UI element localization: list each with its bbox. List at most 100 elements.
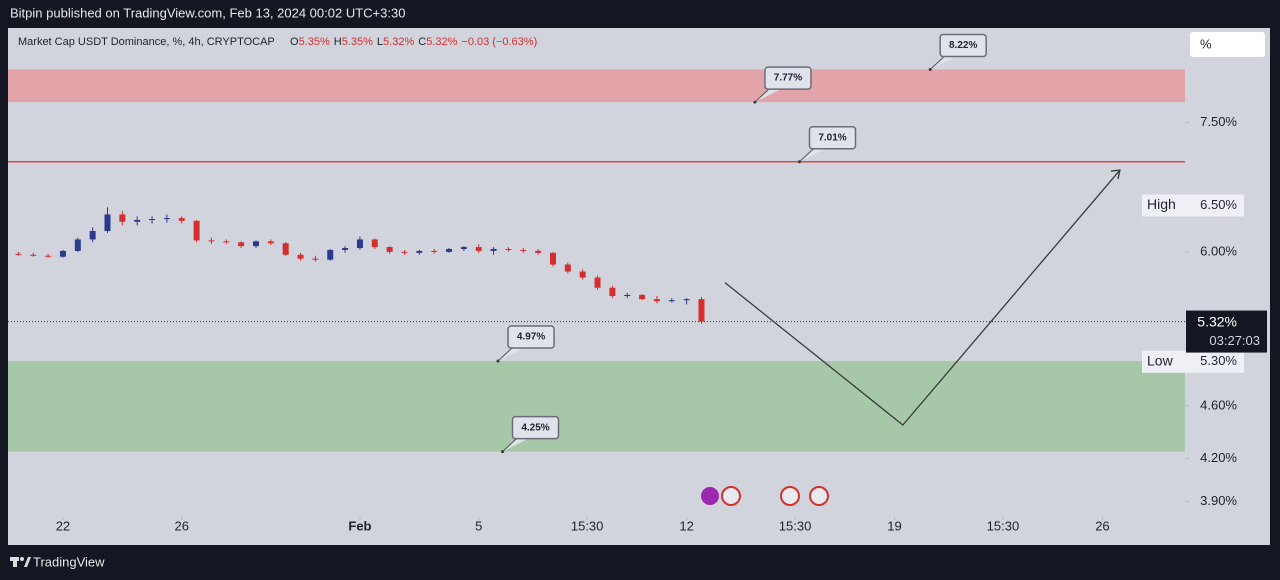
x-tick-label: 15:30: [571, 518, 604, 533]
candle-body: [45, 255, 52, 257]
candle-body: [653, 299, 660, 302]
x-tick-label: 22: [56, 518, 70, 533]
footer: TradingView: [33, 554, 105, 569]
candle-body: [564, 264, 571, 272]
candle-body: [15, 253, 22, 255]
countdown: 03:27:03: [1209, 333, 1260, 348]
legend-value: 5.35%: [342, 36, 373, 48]
marker-box: [1142, 194, 1244, 217]
candle-body: [549, 252, 556, 265]
candle-body: [327, 249, 334, 260]
candle-body: [520, 249, 527, 251]
candle-body: [208, 240, 215, 242]
candle-body: [30, 254, 37, 256]
candle-body: [342, 248, 349, 250]
annotation-label: 4.25%: [521, 422, 549, 433]
tv-logo: [10, 557, 31, 567]
annotation-box: [939, 33, 987, 58]
candle-body: [475, 247, 482, 251]
candle-body: [505, 248, 512, 250]
legend-change: −0.03 (−0.63%): [461, 36, 537, 48]
candle-body: [683, 299, 690, 301]
legend-key: O: [290, 36, 299, 48]
candle-body: [134, 219, 141, 222]
y-tick-label: 3.90%: [1200, 493, 1237, 508]
candle-body: [149, 219, 156, 221]
x-tick-label: 15:30: [779, 518, 812, 533]
zone: [8, 361, 1185, 452]
candle-body: [371, 239, 378, 248]
candle-body: [579, 271, 586, 278]
candle-body: [639, 294, 646, 300]
candle-body: [416, 250, 423, 253]
x-tick-label: 26: [175, 518, 189, 533]
candle-body: [535, 250, 542, 253]
candle-body: [59, 250, 66, 257]
candle-body: [223, 241, 230, 243]
legend-key: L: [377, 36, 383, 48]
candle-body: [356, 239, 363, 249]
candle-body: [490, 248, 497, 251]
legend-values: O5.35% H5.35% L5.32% C5.32% −0.03 (−0.63%): [290, 36, 537, 48]
chart-panel: [8, 28, 1270, 545]
marker-label: 6.50%: [1200, 197, 1237, 212]
candle-body: [282, 243, 289, 255]
candle-body: [267, 241, 274, 244]
candle-body: [460, 247, 467, 249]
candle-body: [698, 299, 705, 322]
x-tick-label: 12: [679, 518, 693, 533]
candle-body: [74, 239, 81, 251]
header: Bitpin published on TradingView.com, Feb…: [10, 5, 405, 20]
candle-body: [312, 258, 319, 260]
y-tick-label: 4.60%: [1200, 397, 1237, 412]
candle-body: [104, 214, 111, 232]
candle-body: [624, 294, 631, 297]
candle-body: [238, 242, 245, 247]
annotation-label: 7.77%: [774, 73, 802, 84]
candle-body: [297, 254, 304, 259]
zone: [8, 69, 1185, 103]
candle-body: [446, 248, 453, 252]
annotation-box: [764, 66, 812, 90]
marker-label: 5.30%: [1200, 353, 1237, 368]
marker-box: [1142, 350, 1244, 373]
unit-button[interactable]: [1190, 32, 1265, 57]
projection-arrow: [1110, 169, 1121, 180]
candle-body: [178, 218, 185, 221]
annotation-label: 7.01%: [818, 132, 846, 143]
x-tick-label: 15:30: [987, 518, 1020, 533]
candle-body: [193, 220, 200, 241]
marker-text: High: [1147, 196, 1176, 212]
x-tick-label: 26: [1095, 518, 1109, 533]
y-tick-label: 7.50%: [1200, 114, 1237, 129]
marker-text: Low: [1147, 352, 1174, 368]
annotation-box: [511, 415, 560, 440]
event-icons: [701, 486, 829, 506]
candle-body: [431, 250, 438, 252]
legend-key: C: [418, 36, 426, 48]
annotation-box: [808, 125, 857, 150]
candle-body: [119, 214, 126, 222]
price-label-box: [1186, 310, 1267, 353]
candle-body: [163, 218, 170, 220]
x-tick-label: 5: [475, 518, 482, 533]
annotation-box: [507, 325, 555, 349]
candle-body: [594, 277, 601, 288]
annotation-label: 4.97%: [517, 332, 545, 343]
unit-label: %: [1200, 36, 1212, 51]
candle-body: [668, 300, 675, 302]
y-tick-label: 4.20%: [1200, 450, 1237, 465]
candle-body: [89, 231, 96, 240]
annotation-label: 8.22%: [949, 40, 977, 51]
y-tick-label: 6.00%: [1200, 243, 1237, 258]
candle-body: [401, 251, 408, 253]
legend-value: 5.32%: [426, 36, 457, 48]
candle-body: [386, 247, 393, 252]
price-label: 5.32%: [1197, 313, 1237, 329]
x-tick-label: Feb: [348, 518, 371, 533]
legend-title: Market Cap USDT Dominance, %, 4h, CRYPTO…: [18, 36, 275, 48]
projection-line: [724, 169, 1121, 426]
x-tick-label: 19: [887, 518, 901, 533]
legend-key: H: [334, 36, 342, 48]
